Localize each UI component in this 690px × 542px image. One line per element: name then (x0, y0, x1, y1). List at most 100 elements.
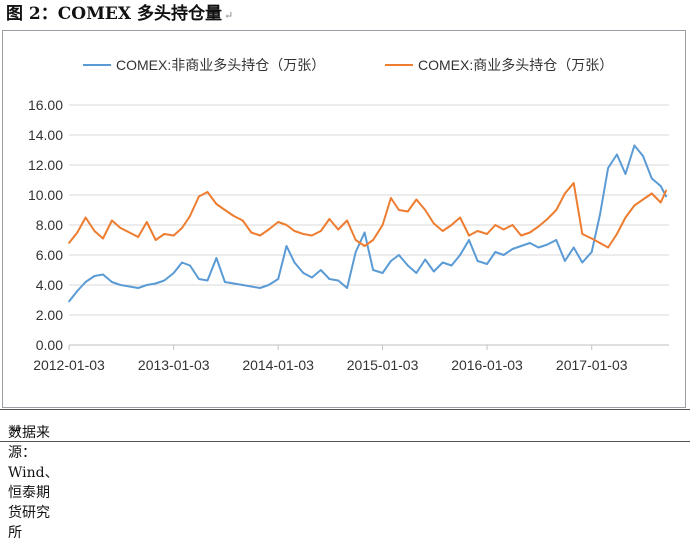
series-line-0 (68, 144, 667, 303)
data-point (215, 257, 218, 259)
data-point (259, 287, 262, 289)
data-point (172, 272, 175, 274)
series-points-0 (68, 144, 668, 303)
data-point (424, 209, 427, 211)
data-point (599, 213, 601, 216)
data-point (642, 198, 644, 201)
figure-title: 图 2：COMEX 多头持仓量 ↵ (6, 4, 234, 24)
data-point (311, 234, 313, 237)
data-point (424, 258, 427, 261)
data-point (581, 261, 584, 264)
source-note: 数据来源：Wind、恒泰期货研究所 ↵ (0, 409, 690, 541)
data-point (354, 251, 357, 253)
y-tick-label: 12.00 (28, 157, 63, 173)
data-point (337, 279, 340, 282)
data-point (285, 245, 288, 247)
data-point (563, 192, 566, 195)
x-tick-label: 2015-01-03 (347, 357, 419, 373)
data-point (241, 219, 244, 222)
data-point (529, 242, 531, 244)
data-point (537, 246, 540, 249)
y-tick-label: 16.00 (28, 97, 63, 113)
data-point (197, 278, 200, 280)
legend-item-0: COMEX:非商业多头持仓（万张） (83, 57, 325, 73)
data-point (128, 285, 131, 288)
data-point (277, 278, 280, 280)
data-point (665, 195, 668, 198)
y-tick-label: 2.00 (36, 307, 63, 323)
data-point (84, 216, 87, 219)
chart-frame: 16.00 14.00 12.00 10.00 8.00 6.00 4.00 2.00 0.00… (2, 30, 686, 408)
data-point (502, 228, 505, 231)
data-point (468, 239, 470, 241)
data-point (302, 272, 305, 274)
data-point (468, 234, 470, 237)
return-mark-icon: ↵ (223, 9, 234, 22)
data-point (432, 222, 435, 225)
data-point (189, 215, 191, 217)
legend-label: COMEX:非商业多头持仓（万张） (116, 57, 325, 73)
line-chart: 16.00 14.00 12.00 10.00 8.00 6.00 4.00 2.00 0.00… (28, 57, 669, 373)
data-point (450, 264, 453, 267)
x-tick-label: 2014-01-03 (242, 357, 314, 373)
data-point (163, 233, 166, 235)
data-point (84, 281, 87, 283)
data-point (441, 230, 444, 232)
data-point (590, 251, 593, 253)
data-point (633, 204, 636, 207)
data-point (397, 209, 400, 211)
data-point (293, 261, 296, 264)
data-point (624, 216, 627, 219)
data-point (659, 185, 662, 187)
data-point (650, 192, 653, 195)
data-point (494, 251, 497, 253)
data-point (441, 261, 444, 264)
data-point (650, 177, 653, 180)
data-point (137, 287, 140, 289)
data-point (389, 197, 392, 199)
data-point (232, 215, 235, 217)
data-point (494, 224, 497, 226)
data-point (389, 260, 392, 262)
return-mark-icon: ↵ (10, 422, 22, 438)
data-point (397, 254, 400, 256)
data-point (459, 254, 462, 256)
data-point (486, 263, 488, 265)
data-point (337, 228, 340, 231)
y-tick-label: 8.00 (36, 217, 63, 233)
data-point (128, 231, 131, 234)
data-point (68, 242, 70, 244)
x-tick-label: 2013-01-03 (138, 357, 210, 373)
data-point (319, 269, 322, 271)
data-point (432, 270, 435, 273)
data-point (206, 191, 209, 193)
data-point (511, 248, 514, 250)
x-tick-label: 2016-01-03 (451, 357, 523, 373)
data-point (206, 279, 209, 282)
series-line-1 (68, 182, 668, 249)
data-point (259, 234, 262, 237)
data-point (76, 290, 79, 292)
data-point (616, 153, 618, 156)
data-point (486, 233, 488, 235)
data-point (119, 227, 122, 229)
data-point (163, 279, 166, 282)
data-point (537, 225, 540, 228)
data-point (172, 234, 175, 237)
data-point (476, 260, 479, 262)
data-point (546, 218, 549, 220)
data-point (406, 264, 409, 267)
data-point (555, 239, 558, 241)
data-point (111, 281, 113, 283)
data-point (520, 234, 522, 237)
data-point (502, 254, 505, 256)
data-point (311, 276, 313, 279)
data-point (285, 224, 288, 226)
data-point (363, 245, 366, 247)
data-point (581, 233, 584, 235)
x-tick-label: 2017-01-03 (556, 357, 628, 373)
data-point (319, 230, 322, 232)
data-point (224, 281, 226, 283)
data-point (250, 285, 253, 288)
data-point (572, 246, 575, 249)
